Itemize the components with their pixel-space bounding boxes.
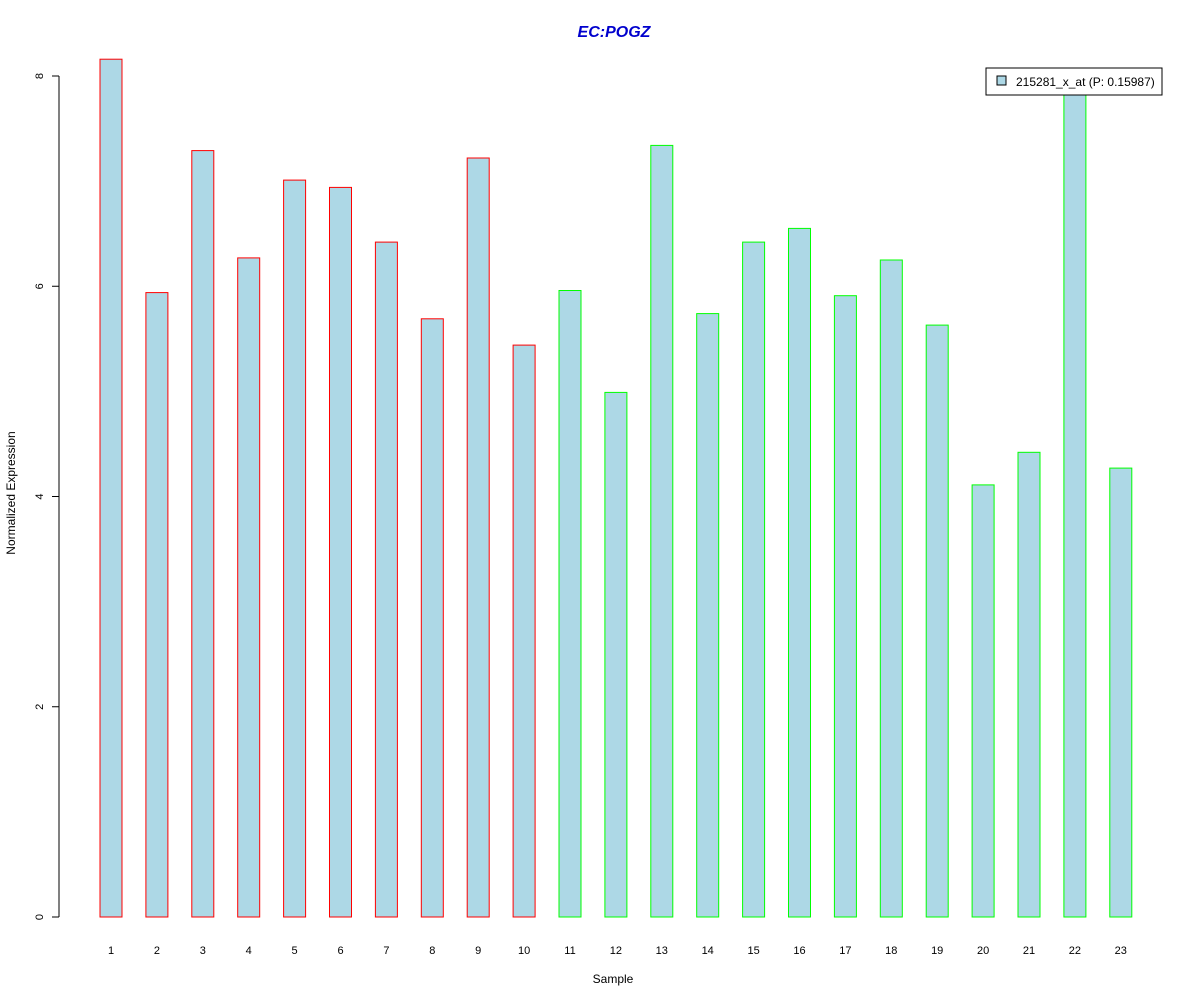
bar-sample-19 xyxy=(925,324,949,918)
x-tick-label: 5 xyxy=(292,945,298,957)
bar-sample-20 xyxy=(971,484,995,918)
bar-sample-9 xyxy=(466,157,490,918)
bar-sample-18 xyxy=(879,259,903,918)
bar-sample-1 xyxy=(99,58,123,918)
x-tick-label: 21 xyxy=(1023,945,1035,957)
bar-sample-12 xyxy=(604,391,628,918)
x-tick-label: 19 xyxy=(931,945,943,957)
y-tick-label: 0 xyxy=(34,914,46,920)
bar-sample-10 xyxy=(512,344,536,918)
x-tick-label: 17 xyxy=(839,945,851,957)
y-axis: 0 2 4 6 8 xyxy=(34,73,60,920)
bar-sample-21 xyxy=(1017,451,1041,918)
bar-sample-11 xyxy=(558,290,582,918)
bar-sample-5 xyxy=(283,179,307,918)
x-axis-label: Sample xyxy=(593,972,634,986)
x-tick-label: 16 xyxy=(793,945,805,957)
x-tick-label: 4 xyxy=(246,945,252,957)
bar-sample-23 xyxy=(1109,467,1133,918)
bar-sample-2 xyxy=(145,292,169,918)
y-tick-label: 6 xyxy=(34,283,46,289)
bars xyxy=(99,58,1133,918)
legend: 215281_x_at (P: 0.15987) xyxy=(985,67,1163,96)
bar-sample-17 xyxy=(833,295,857,918)
y-tick-label: 2 xyxy=(34,704,46,710)
y-tick-label: 4 xyxy=(34,493,46,499)
x-tick-label: 8 xyxy=(429,945,435,957)
x-tick-label: 10 xyxy=(518,945,530,957)
bar-sample-7 xyxy=(374,241,398,918)
bar-sample-6 xyxy=(329,186,352,918)
x-tick-label: 2 xyxy=(154,945,160,957)
x-tick-label: 20 xyxy=(977,945,989,957)
y-axis-label: Normalized Expression xyxy=(4,431,18,554)
x-tick-labels: 1 2 3 4 5 6 7 8 9 10 11 12 13 14 15 16 17 18 19 20 21 22 23 xyxy=(108,945,1127,957)
legend-label: 215281_x_at (P: 0.15987) xyxy=(1016,75,1155,89)
x-tick-label: 9 xyxy=(475,945,481,957)
bar-sample-13 xyxy=(650,144,674,918)
x-tick-label: 6 xyxy=(337,945,343,957)
x-tick-label: 18 xyxy=(885,945,897,957)
x-tick-label: 7 xyxy=(383,945,389,957)
x-tick-label: 15 xyxy=(747,945,759,957)
y-tick-label: 8 xyxy=(34,73,46,79)
bar-sample-22 xyxy=(1063,91,1087,918)
bar-sample-15 xyxy=(742,241,766,918)
bar-sample-8 xyxy=(420,318,444,918)
legend-box xyxy=(985,67,1163,96)
x-tick-label: 1 xyxy=(108,945,114,957)
bar-sample-14 xyxy=(696,313,720,918)
chart-title: EC:POGZ xyxy=(578,24,652,41)
x-tick-label: 22 xyxy=(1069,945,1081,957)
bar-sample-4 xyxy=(237,257,261,918)
x-tick-label: 3 xyxy=(200,945,206,957)
legend-swatch xyxy=(996,75,1007,86)
bar-sample-3 xyxy=(191,150,215,918)
x-tick-label: 23 xyxy=(1115,945,1127,957)
x-tick-label: 11 xyxy=(564,945,575,957)
x-tick-label: 14 xyxy=(702,945,714,957)
bar-sample-16 xyxy=(788,227,811,918)
x-tick-label: 12 xyxy=(610,945,622,957)
x-tick-label: 13 xyxy=(656,945,668,957)
